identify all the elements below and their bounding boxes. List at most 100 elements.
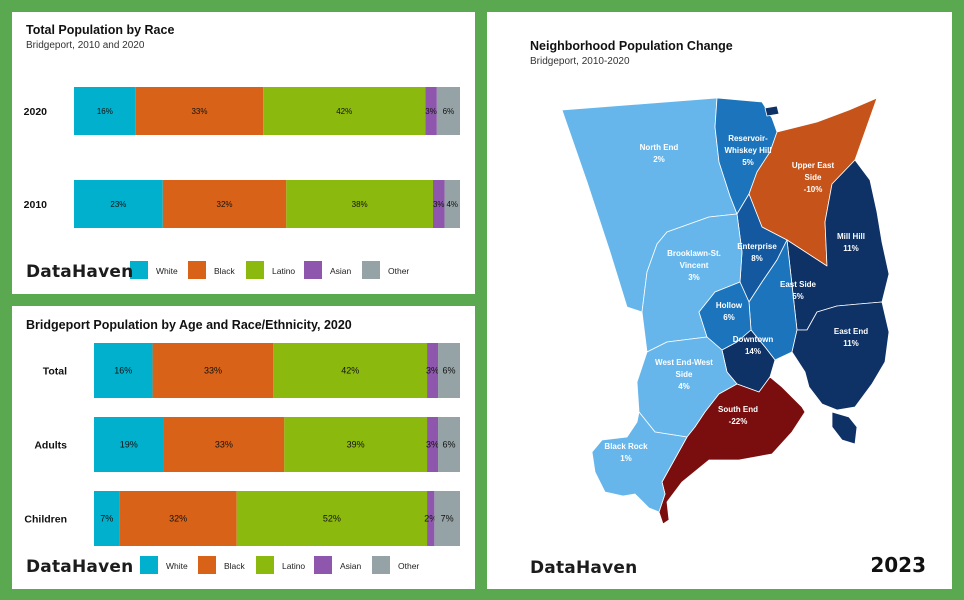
region-label: Black Rock 1% [604,442,648,463]
data-label: 7% [441,514,454,524]
region-label: West End-West Side 4% [655,358,713,391]
year-label: 2023 [870,553,926,577]
data-label: 38% [352,200,368,209]
legend-label: Latino [282,561,305,571]
chart-title: Neighborhood Population Change [530,39,733,53]
category-label: 2020 [24,106,48,118]
data-label: 3% [433,200,445,209]
chart-subtitle: Bridgeport, 2010 and 2020 [26,40,145,51]
bar-segment [263,87,426,135]
region-label: Brooklawn-St. Vincent 3% [667,249,721,282]
data-label: 6% [443,366,456,376]
region-label: East End 11% [834,327,868,348]
neighborhood-map-panel: Neighborhood Population Change Bridgepor… [487,12,952,589]
data-label: 16% [114,366,132,376]
bar-segment [163,417,285,472]
legend-swatch [304,261,322,279]
data-label: 3% [426,440,439,450]
bar-segment [236,491,428,546]
data-label: 32% [169,514,187,524]
data-label: 7% [100,514,113,524]
data-label: 52% [323,514,341,524]
region-label: Mill Hill 11% [837,232,865,253]
bar-segment [284,417,428,472]
legend-swatch [246,261,264,279]
region-east-end-island [831,411,858,445]
bar-segment [74,87,136,135]
bar-segment [94,343,153,398]
bar-segment [286,180,433,228]
chart-title: Total Population by Race [26,23,175,37]
data-label: 39% [347,440,365,450]
legend-label: Black [214,266,236,276]
bar-segment [444,180,460,228]
bar-segment [438,417,460,472]
data-label: 42% [341,366,359,376]
bar-segment [432,180,445,228]
bar-segment [152,343,274,398]
race-2010-2020-panel: Total Population by Race Bridgeport, 201… [12,12,475,294]
age-race-chart: Total 16% 33% 42% 3% 6% Adults 19% 33% 39% 3% 6% Chi… [24,343,460,574]
age-race-panel: Bridgeport Population by Age and Race/Et… [12,306,475,589]
datahaven-logo: DataHaven [26,262,134,282]
bar-segment [425,87,437,135]
data-label: 23% [110,200,126,209]
category-label: Total [43,366,67,378]
data-label: 33% [215,440,233,450]
region-label: North End 2% [640,143,679,164]
data-label: 4% [446,200,458,209]
legend-label: Latino [272,266,295,276]
region-mill-hill-island [764,105,780,117]
bar-segment [135,87,264,135]
data-label: 33% [204,366,222,376]
data-label: 19% [120,440,138,450]
legend-swatch [362,261,380,279]
legend-swatch [314,556,332,574]
data-label: 42% [336,107,352,116]
bar-segment [273,343,428,398]
region-label: East Side 5% [780,280,817,301]
bar-segment [119,491,237,546]
datahaven-logo: DataHaven [26,557,134,577]
region-label: Hollow 6% [716,301,743,322]
legend-label: White [166,561,188,571]
legend-label: Asian [330,266,352,276]
legend-label: Other [398,561,419,571]
legend-swatch [198,556,216,574]
legend-swatch [372,556,390,574]
region-label: Reservoir-Whiskey Hill 5% [724,134,771,167]
data-label: 32% [217,200,233,209]
legend-swatch [140,556,158,574]
region-label: Downtown 14% [733,335,774,356]
region-east-end [791,301,890,411]
category-label: Children [24,514,67,526]
bar-segment [436,87,460,135]
data-label: 6% [443,440,456,450]
datahaven-logo: DataHaven [530,558,638,578]
bar-segment [427,417,439,472]
data-label: 6% [443,107,455,116]
legend-label: Black [224,561,246,571]
legend-swatch [130,261,148,279]
category-label: 2010 [24,199,48,211]
legend-label: Asian [340,561,362,571]
bar-segment [427,491,435,546]
chart-title: Bridgeport Population by Age and Race/Et… [26,318,352,332]
region-label: South End -22% [718,405,758,426]
race-2010-2020-chart: 2020 16% 33% 42% 3% 6%2010 23% 32% 38% 3% 4%White B… [24,87,460,279]
region-label: Upper East Side -10% [792,161,835,194]
region-label: Enterprise 8% [737,242,777,263]
neighborhood-map: North End 2% Reservoir-Whiskey Hill 5% Upper… [561,97,890,525]
chart-subtitle: Bridgeport, 2010-2020 [530,56,630,67]
bar-segment [438,343,460,398]
legend-label: White [156,266,178,276]
region-black-rock [591,411,688,513]
data-label: 3% [426,366,439,376]
bar-segment [94,417,164,472]
bar-segment [162,180,287,228]
data-label: 2% [424,514,437,524]
bar-segment [74,180,163,228]
legend-swatch [256,556,274,574]
bar-segment [94,491,120,546]
legend-label: Other [388,266,409,276]
